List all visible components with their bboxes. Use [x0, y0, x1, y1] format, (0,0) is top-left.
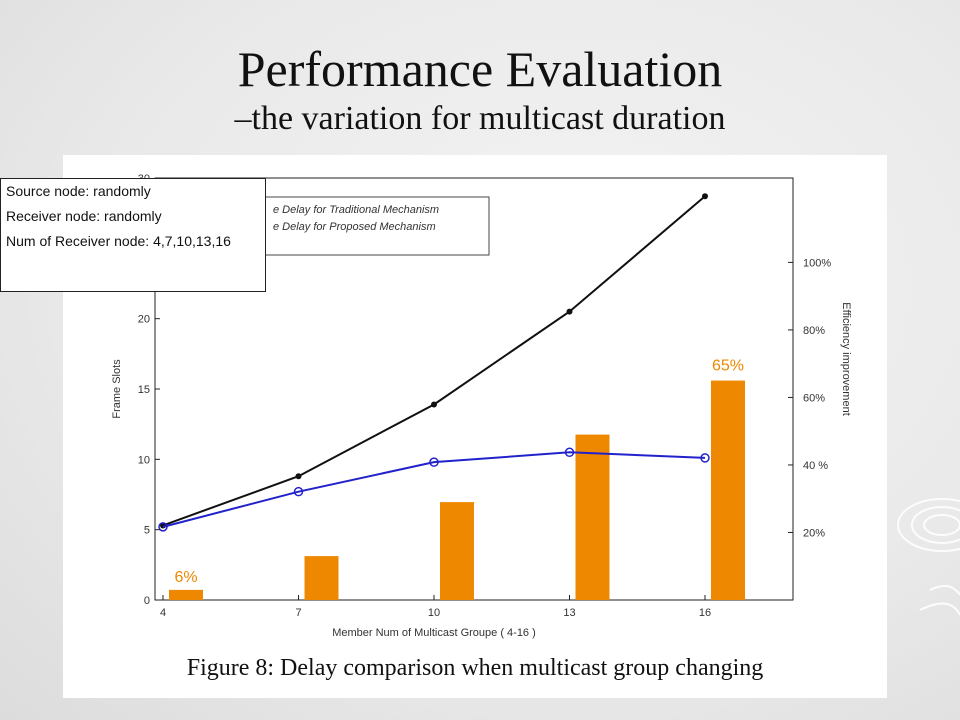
y-axis-label: Frame Slots [111, 359, 123, 419]
y2-tick-label: 60% [803, 392, 825, 404]
data-point [566, 308, 573, 315]
info-source-node: Source node: randomly [6, 183, 151, 199]
x-tick-label: 16 [699, 607, 711, 619]
efficiency-bar [440, 502, 474, 600]
data-point [431, 401, 437, 408]
x-axis-label: Member Num of Multicast Groupe ( 4-16 ) [332, 627, 536, 639]
y2-axis-label: Efficiency improvement [840, 302, 852, 416]
y2-tick-label: 80% [803, 325, 825, 337]
efficiency-bar [711, 380, 745, 600]
data-point [293, 486, 304, 497]
series-line [162, 451, 706, 528]
x-tick-label: 10 [428, 607, 440, 619]
data-point [700, 453, 710, 463]
slide-subtitle: –the variation for multicast duration [234, 100, 726, 137]
y-tick-label: 10 [138, 454, 150, 466]
decorative-swirl [897, 498, 960, 616]
bar-value-label: 65% [712, 358, 744, 375]
data-point [158, 522, 168, 532]
y-tick-label: 5 [144, 525, 150, 537]
efficiency-bar [575, 434, 610, 600]
data-point [702, 193, 708, 200]
legend-entry: e Delay for Proposed Mechanism [273, 221, 436, 233]
data-point [429, 457, 439, 467]
figure-caption: Figure 8: Delay comparison when multicas… [186, 655, 764, 681]
efficiency-bar [169, 589, 203, 600]
efficiency-bar [304, 556, 339, 600]
y-tick-label: 0 [144, 595, 150, 607]
y-tick-label: 20 [138, 314, 150, 326]
y-tick-label: 15 [138, 384, 150, 396]
x-tick-label: 13 [563, 607, 575, 619]
x-tick-label: 7 [295, 607, 301, 619]
bar-value-label: 6% [174, 569, 197, 586]
legend-entry: e Delay for Traditional Mechanism [273, 204, 439, 216]
info-box: Source node: randomly Receiver node: ran… [0, 178, 266, 292]
x-tick-label: 4 [160, 607, 166, 619]
info-receiver-count: Num of Receiver node: 4,7,10,13,16 [6, 233, 231, 249]
data-point [564, 447, 575, 458]
info-receiver-node: Receiver node: randomly [6, 208, 162, 224]
slide-title: Performance Evaluation [237, 41, 723, 97]
y2-tick-label: 20% [803, 527, 825, 539]
y2-tick-label: 40 % [803, 460, 828, 472]
data-point [295, 473, 302, 480]
y2-tick-label: 100% [803, 257, 831, 269]
